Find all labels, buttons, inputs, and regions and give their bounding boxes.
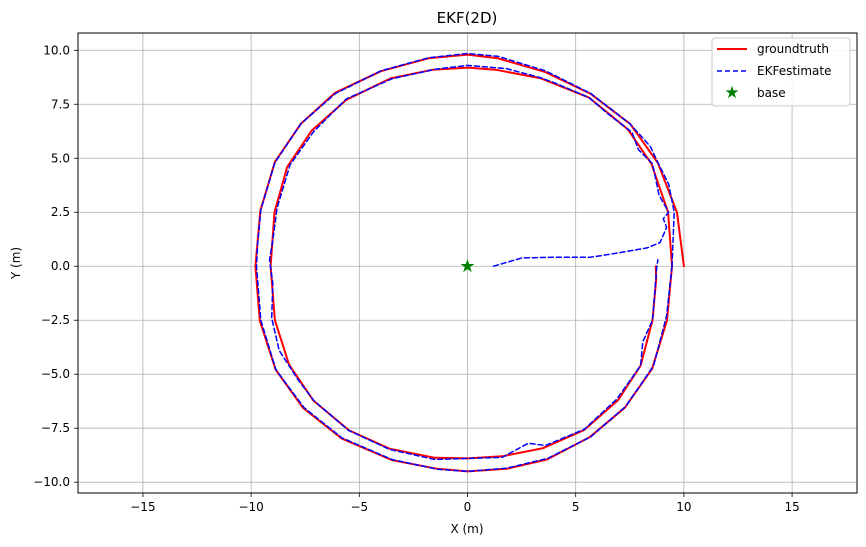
legend-box — [711, 37, 851, 107]
x-tick-label: 10 — [676, 500, 691, 514]
y-tick-label: 0.0 — [51, 259, 70, 273]
y-tick-label: 2.5 — [51, 205, 70, 219]
y-tick-label: −7.5 — [41, 421, 70, 435]
y-tick-label: −10.0 — [33, 475, 70, 489]
plot-area: ★ — [254, 52, 685, 473]
y-tick-label: 10.0 — [43, 43, 70, 57]
legend-label-base: base — [757, 86, 786, 100]
legend: groundtruth EKFestimate ★ base — [711, 37, 851, 107]
grid-lines — [78, 33, 857, 493]
series-line-ekfestimate-outer — [255, 52, 675, 473]
x-axis-ticks: −15 −10 −5 0 5 10 15 — [130, 493, 800, 514]
x-tick-label: 5 — [572, 500, 580, 514]
series-line-ekfestimate — [268, 64, 670, 461]
x-tick-label: 15 — [784, 500, 799, 514]
x-tick-label: −15 — [130, 500, 155, 514]
legend-label-groundtruth: groundtruth — [757, 42, 829, 56]
legend-label-ekfestimate: EKFestimate — [757, 64, 832, 78]
y-tick-label: 7.5 — [51, 97, 70, 111]
y-axis-ticks: −10.0 −7.5 −5.0 −2.5 0.0 2.5 5.0 7.5 10.0 — [33, 43, 78, 489]
chart-title: EKF(2D) — [437, 9, 498, 27]
y-tick-label: −2.5 — [41, 313, 70, 327]
y-axis-label: Y (m) — [9, 247, 23, 280]
x-tick-label: −10 — [238, 500, 263, 514]
y-tick-label: 5.0 — [51, 151, 70, 165]
x-tick-label: −5 — [350, 500, 368, 514]
y-tick-label: −5.0 — [41, 367, 70, 381]
legend-star-icon: ★ — [724, 83, 739, 103]
x-tick-label: 0 — [464, 500, 472, 514]
x-axis-label: X (m) — [450, 522, 483, 536]
base-star-marker: ★ — [459, 256, 475, 277]
